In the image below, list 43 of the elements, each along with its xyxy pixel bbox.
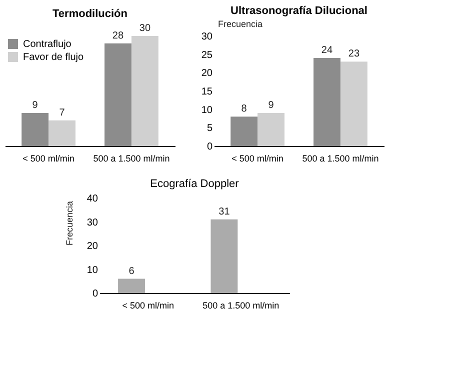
bar (22, 113, 49, 146)
bar (258, 113, 284, 146)
data-label: 9 (268, 100, 274, 111)
y-tick-label: 0 (206, 142, 213, 152)
legend-label: Contraflujo (23, 39, 72, 50)
x-tick-label: 500 a 1.500 ml/min (202, 300, 280, 310)
bar (340, 62, 368, 146)
y-tick-label: 10 (86, 264, 98, 276)
chart-title: Ecografía Doppler (150, 178, 240, 190)
y-tick-label: 40 (86, 194, 98, 204)
data-label: 23 (348, 48, 360, 60)
x-tick-label: 500 a 1.500 ml/min (93, 154, 170, 164)
bar (230, 116, 258, 146)
x-tick-label: 500 a 1.500 ml/min (302, 154, 379, 164)
y-tick-label: 30 (201, 32, 213, 42)
y-tick-label: 5 (206, 123, 213, 134)
y-tick-label: 0 (92, 288, 98, 300)
x-tick-label: < 500 ml/min (22, 154, 74, 164)
y-tick-label: 25 (201, 50, 213, 61)
bar (131, 36, 158, 146)
chart-title: Ultrasonografía Dilucional (230, 5, 368, 17)
bar (104, 43, 132, 146)
data-label: 30 (139, 23, 151, 34)
data-label: 6 (128, 266, 135, 277)
legend-label: Favor de flujo (23, 52, 84, 63)
bar (48, 120, 76, 146)
data-label: 9 (32, 100, 38, 111)
y-axis-title: Frecuencia (64, 200, 74, 246)
data-label: 7 (59, 107, 66, 118)
data-label: 24 (321, 45, 333, 56)
y-tick-label: 30 (86, 217, 98, 228)
data-label: 28 (112, 30, 124, 42)
x-tick-label: < 500 ml/min (232, 154, 284, 164)
x-tick-label: < 500 ml/min (122, 300, 174, 310)
chart-title: Termodilución (52, 8, 128, 20)
data-label: 31 (218, 206, 230, 218)
y-axis-title: Frecuencia (218, 19, 263, 29)
y-tick-label: 20 (201, 68, 213, 80)
y-tick-label: 15 (201, 86, 213, 98)
data-label: 8 (241, 104, 248, 115)
y-tick-label: 20 (86, 241, 98, 252)
bar (314, 58, 340, 146)
y-tick-label: 10 (201, 104, 213, 116)
